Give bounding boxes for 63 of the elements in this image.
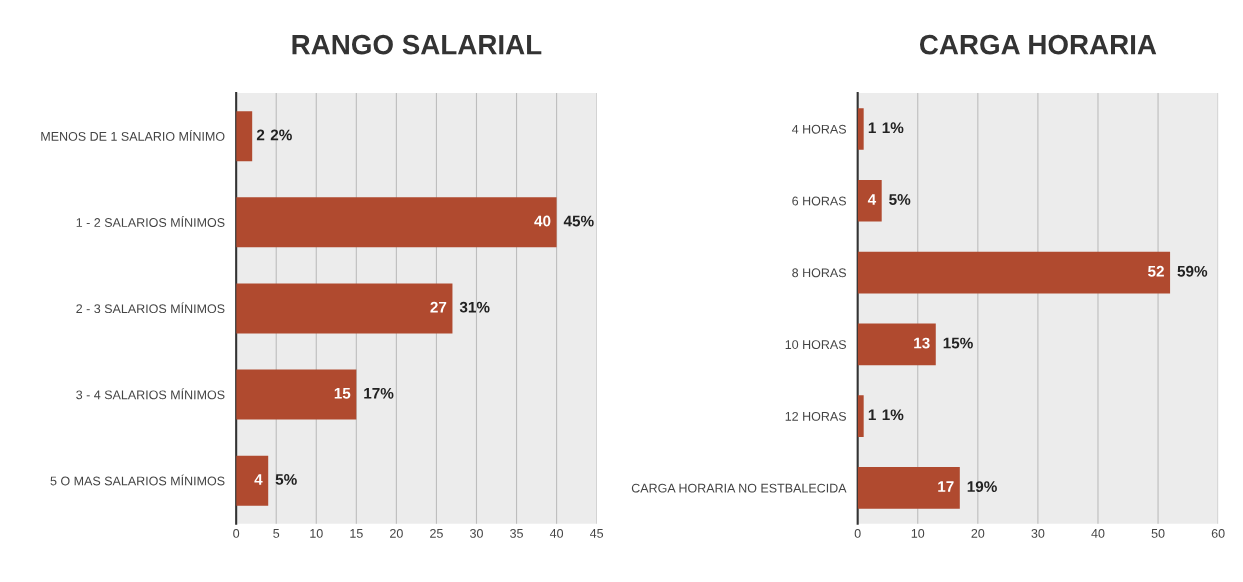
y-tick-label: 6 HORAS: [792, 196, 846, 206]
data-label: 13: [914, 337, 930, 349]
x-tick-label: 25: [430, 528, 443, 538]
annotation: 31%: [459, 301, 490, 313]
data-label: 1: [868, 409, 876, 421]
x-tick-label: 40: [1091, 528, 1105, 538]
x-tick-label: 20: [390, 528, 403, 538]
data-label: 15: [334, 388, 351, 399]
x-tick-label: 5: [273, 529, 280, 538]
x-tick-label: 0: [233, 528, 240, 538]
annotation: 59%: [1177, 265, 1208, 277]
chart-title: RANGO SALARIAL: [292, 34, 542, 55]
x-tick-label: 30: [1031, 528, 1045, 538]
bar: [857, 108, 864, 150]
x-tick-label: 50: [1151, 528, 1165, 538]
data-label: 1: [868, 122, 876, 133]
y-tick-label: MENOS DE 1 SALARIO MÍNIMO: [41, 129, 225, 141]
y-tick-label: 4 HORAS: [791, 124, 846, 134]
annotation: 2%: [270, 129, 292, 141]
bar: [857, 395, 864, 437]
y-tick-label: 3 - 4 SALARIOS MÍNIMOS: [76, 388, 225, 400]
annotation: 17%: [364, 387, 394, 399]
data-label: 4: [254, 474, 263, 485]
y-tick-label: 10 HORAS: [785, 340, 846, 349]
annotation: 5%: [275, 474, 297, 485]
bar: [857, 467, 960, 509]
data-label: 4: [867, 194, 877, 205]
bar: [857, 179, 882, 222]
x-tick-label: 20: [971, 528, 985, 538]
x-tick-label: 0: [854, 528, 861, 538]
data-label: 27: [430, 301, 447, 313]
annotation: 1%: [882, 409, 904, 421]
y-tick-label: 5 O MAS SALARIOS MÍNIMOS: [50, 474, 225, 486]
annotation: 15%: [943, 337, 973, 349]
chart-title: CARGA HORARIA: [919, 34, 1157, 55]
bar: [236, 369, 357, 420]
y-tick-label: 1 - 2 SALARIOS MÍNIMOS: [76, 216, 225, 227]
bar: [236, 283, 453, 334]
x-tick-label: 40: [549, 528, 564, 538]
bar: [236, 111, 253, 162]
annotation: 19%: [967, 481, 997, 493]
x-tick-label: 30: [470, 528, 483, 538]
bar: [857, 323, 936, 366]
y-tick-label: 2 - 3 SALARIOS MÍNIMOS: [76, 302, 225, 314]
data-label: 40: [534, 215, 551, 227]
annotation: 45%: [563, 215, 594, 227]
bar: [857, 251, 1171, 294]
data-label: 2: [256, 129, 265, 141]
data-label: 52: [1148, 265, 1164, 277]
x-tick-label: 10: [911, 528, 925, 538]
bar: [236, 197, 557, 248]
bar: [236, 455, 269, 506]
x-tick-label: 35: [510, 528, 523, 538]
annotation: 1%: [882, 122, 904, 134]
x-tick-label: 15: [350, 529, 363, 538]
y-tick-label: 8 HORAS: [792, 268, 846, 278]
annotation: 5%: [889, 194, 911, 205]
x-tick-label: 10: [310, 528, 323, 538]
x-tick-label: 60: [1211, 528, 1225, 538]
y-tick-label: CARGA HORARIA NO ESTBALECIDA: [631, 483, 847, 493]
x-tick-label: 45: [589, 529, 604, 538]
data-label: 17: [938, 481, 954, 492]
y-tick-label: 12 HORAS: [785, 411, 846, 421]
